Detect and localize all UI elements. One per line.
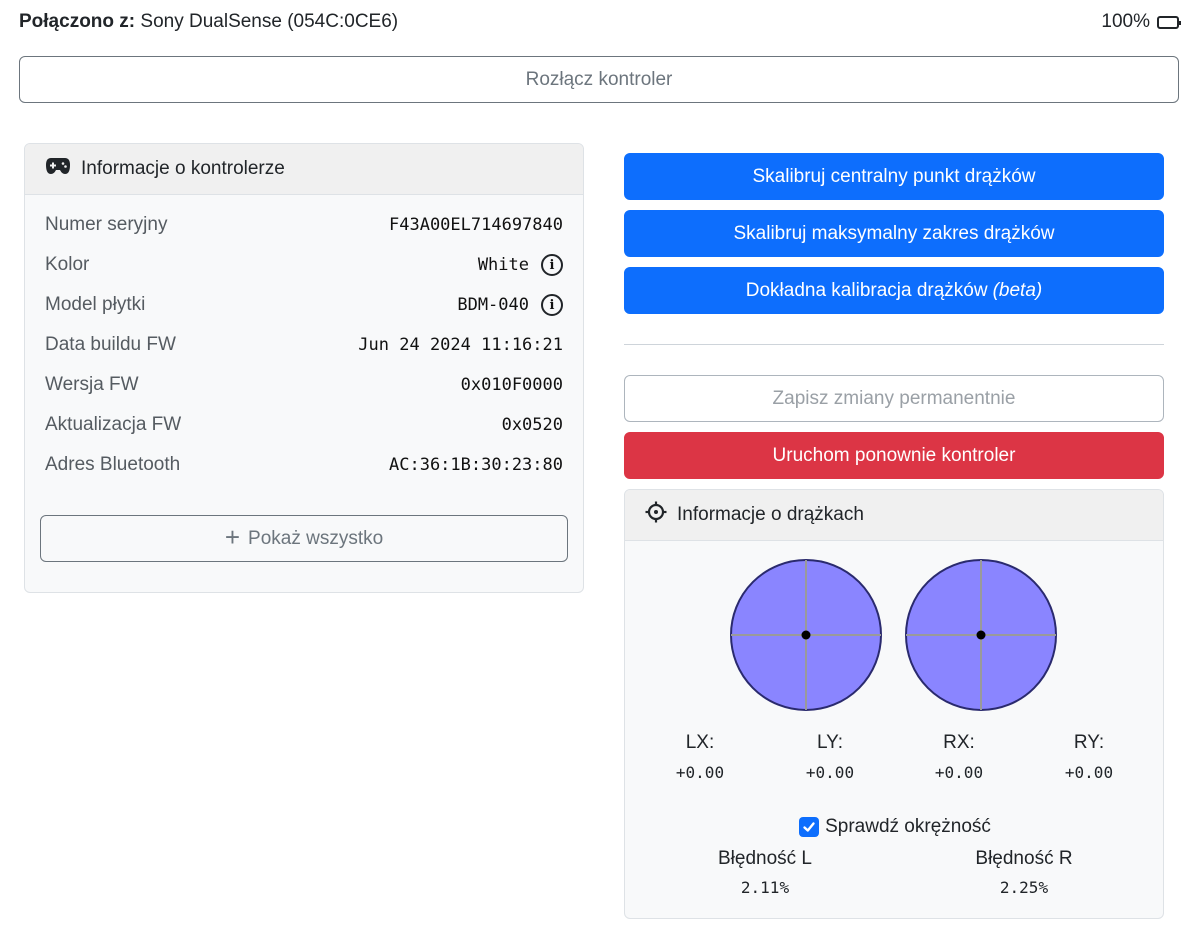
info-row-board-model: Model płytki BDM-040 i [45, 285, 563, 325]
info-row-fw-update: Aktualizacja FW 0x0520 [45, 405, 563, 445]
calibrate-range-button[interactable]: Skalibruj maksymalny zakres drążków [624, 210, 1164, 257]
error-name: Błędność L [717, 848, 812, 869]
info-row-fw-build-date: Data buildu FW Jun 24 2024 11:16:21 [45, 325, 563, 365]
info-list: Numer seryjny F43A00EL714697840 Kolor Wh… [25, 195, 583, 485]
axis-value: +0.00 [805, 763, 855, 782]
info-label: Adres Bluetooth [45, 454, 181, 475]
left-stick-graph [730, 559, 882, 711]
axis-name: LX: [685, 732, 715, 753]
axis-ly: LY: +0.00 [790, 732, 870, 782]
error-value: 2.25% [999, 878, 1049, 897]
check-circularity[interactable]: Sprawdź okrężność [625, 816, 1163, 838]
divider [624, 344, 1164, 345]
battery-status: 100% [1101, 11, 1181, 33]
axis-value: +0.00 [1064, 763, 1114, 782]
axis-lx: LX: +0.00 [660, 732, 740, 782]
controller-info-card: Informacje o kontrolerze Numer seryjny F… [24, 143, 584, 593]
save-permanent-button[interactable]: Zapisz zmiany permanentnie [624, 375, 1164, 422]
fine-calibration-button[interactable]: Dokładna kalibracja drążków (beta) [624, 267, 1164, 314]
info-row-bluetooth: Adres Bluetooth AC:36:1B:30:23:80 [45, 445, 563, 485]
error-name: Błędność R [975, 848, 1073, 869]
plus-icon: + [224, 522, 241, 552]
gamepad-icon [45, 157, 71, 181]
battery-level: 100% [1101, 11, 1150, 32]
info-label: Aktualizacja FW [45, 414, 182, 435]
stick-visualizer [730, 559, 1057, 711]
axis-rx: RX: +0.00 [919, 732, 999, 782]
axis-name: RY: [1073, 732, 1105, 753]
check-circularity-label: Sprawdź okrężność [825, 816, 991, 837]
info-value: White [477, 255, 529, 275]
axis-value: +0.00 [934, 763, 984, 782]
info-label: Model płytki [45, 294, 146, 315]
error-value: 2.11% [740, 878, 790, 897]
disconnect-button[interactable]: Rozłącz kontroler [19, 56, 1179, 103]
axis-value: +0.00 [675, 763, 725, 782]
info-label: Kolor [45, 254, 90, 275]
info-label: Wersja FW [45, 374, 139, 395]
status-bar: Połączono z: Sony DualSense (054C:0CE6) … [19, 8, 1181, 36]
info-value: BDM-040 [457, 295, 529, 315]
stick-info-card: Informacje o drążkach LX: +0.00 LY: +0.0… [624, 489, 1164, 919]
connected-label: Połączono z: [19, 11, 136, 32]
right-stick-graph [905, 559, 1057, 711]
info-label: Numer seryjny [45, 214, 168, 235]
error-left: Błędność L 2.11% [685, 848, 845, 897]
stick-info-header: Informacje o drążkach [625, 490, 1163, 541]
info-circle-icon[interactable]: i [541, 294, 563, 316]
info-row-color: Kolor White i [45, 245, 563, 285]
info-value: 0x0520 [501, 415, 563, 435]
stick-info-title: Informacje o drążkach [677, 504, 864, 525]
axis-name: RX: [943, 732, 975, 753]
error-right: Błędność R 2.25% [944, 848, 1104, 897]
battery-icon [1157, 15, 1181, 29]
controller-info-header: Informacje o kontrolerze [25, 144, 583, 195]
axis-name: LY: [816, 732, 844, 753]
info-label: Data buildu FW [45, 334, 176, 355]
connection-status: Połączono z: Sony DualSense (054C:0CE6) [19, 11, 398, 33]
beta-tag: (beta) [992, 279, 1043, 301]
info-value: 0x010F0000 [460, 375, 563, 395]
info-row-serial: Numer seryjny F43A00EL714697840 [45, 205, 563, 245]
check-circularity-checkbox[interactable] [799, 817, 820, 837]
device-name: Sony DualSense (054C:0CE6) [140, 11, 399, 32]
controller-info-title: Informacje o kontrolerze [81, 158, 285, 179]
restart-controller-button[interactable]: Uruchom ponownie kontroler [624, 432, 1164, 479]
info-circle-icon[interactable]: i [541, 254, 563, 276]
show-all-button[interactable]: + Pokaż wszystko [40, 515, 568, 562]
info-row-fw-version: Wersja FW 0x010F0000 [45, 365, 563, 405]
axis-ry: RY: +0.00 [1049, 732, 1129, 782]
info-value: AC:36:1B:30:23:80 [389, 455, 563, 475]
show-all-label: Pokaż wszystko [248, 527, 384, 549]
crosshair-icon [645, 501, 667, 529]
fine-calibration-label: Dokładna kalibracja drążków [745, 279, 988, 301]
info-value: Jun 24 2024 11:16:21 [358, 335, 563, 355]
calibrate-center-button[interactable]: Skalibruj centralny punkt drążków [624, 153, 1164, 200]
info-value: F43A00EL714697840 [389, 215, 563, 235]
